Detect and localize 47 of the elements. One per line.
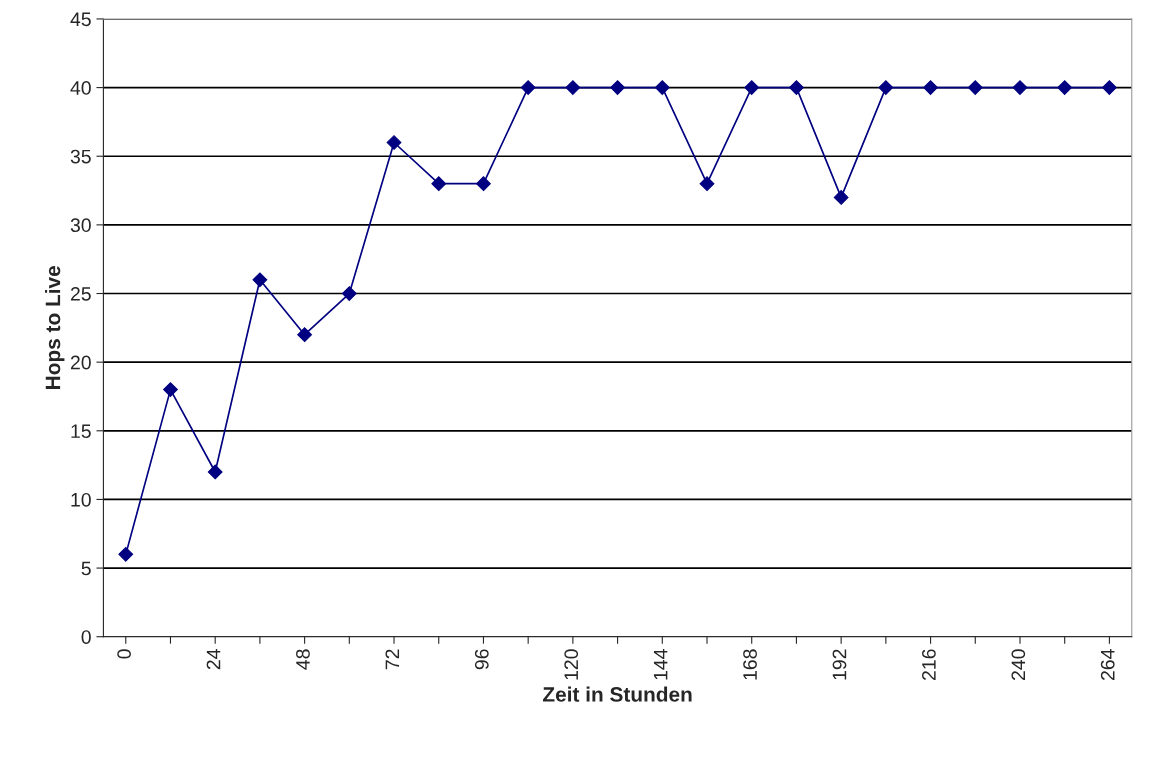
point [118,546,134,562]
x-tick-label: 144 [653,649,668,680]
point [297,327,312,343]
point [163,382,178,398]
x-axis-title: Zeit in Stunden [542,686,692,702]
x-tick-label: 192 [832,649,847,680]
y-tick-label: 25 [70,286,91,301]
y-tick-label: 5 [81,561,91,576]
y-axis-title: Hops to Live [45,266,65,389]
point [789,80,804,95]
y-tick-label: 30 [70,218,91,233]
point [207,464,223,480]
x-tick-label: 48 [296,649,310,670]
x-tick-label: 216 [922,649,936,680]
point [923,80,938,95]
point [386,135,402,150]
x-tick-label: 96 [474,649,489,670]
point [967,80,983,95]
y-tick-label: 15 [71,424,91,439]
point [1102,80,1117,95]
point [654,80,670,95]
point [878,80,894,95]
y-tick-label: 35 [70,149,91,164]
y-tick-label: 40 [70,81,91,95]
y-tick-label: 45 [70,12,91,27]
x-tick-label: 168 [743,649,757,680]
x-tick-label: 24 [206,649,221,670]
point [252,272,268,288]
y-tick-label: 0 [81,630,91,644]
x-tick-label: 0 [117,649,131,659]
x-tick-label: 240 [1011,649,1026,680]
y-tick-label: 20 [70,355,91,370]
point [476,176,491,192]
y-tick-label: 10 [71,492,91,507]
x-tick-label: 120 [564,649,579,680]
point [699,176,715,192]
point [565,80,581,95]
point [610,80,625,95]
point [1012,80,1028,95]
x-tick-label: 72 [385,649,400,670]
point [833,190,849,205]
point [744,80,760,95]
point [431,176,447,192]
point [341,286,357,301]
point [520,80,536,95]
point [1057,80,1073,95]
x-tick-label: 264 [1100,649,1115,680]
